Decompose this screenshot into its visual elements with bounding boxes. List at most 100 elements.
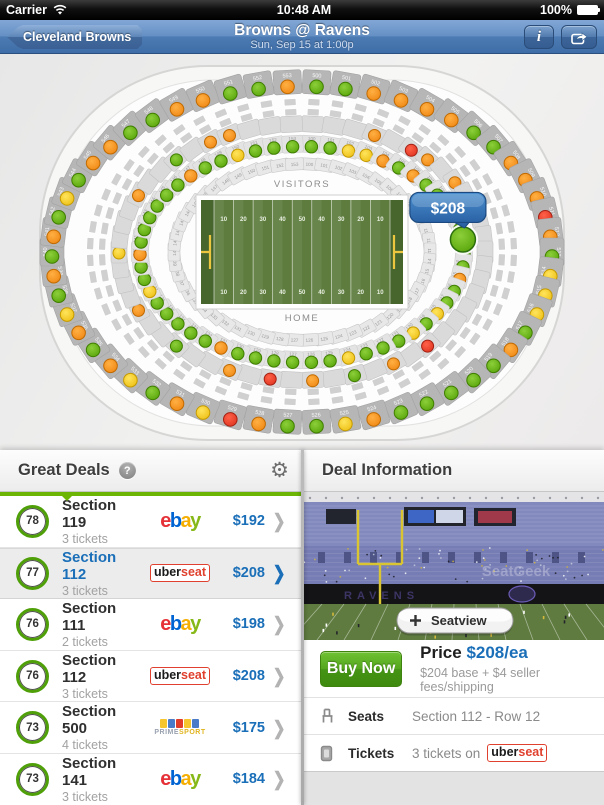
stadium-section[interactable] <box>279 370 304 389</box>
price-line: Price $208/ea <box>420 643 528 662</box>
deal-row[interactable]: 76 Section 111 2 tickets ebay $198 ❯ <box>0 599 301 651</box>
deal-price: $175 <box>232 719 265 736</box>
svg-text:105: 105 <box>374 177 383 186</box>
price-callout[interactable]: $208 <box>409 191 487 229</box>
svg-text:149: 149 <box>214 149 224 157</box>
svg-text:136: 136 <box>183 287 191 296</box>
svg-text:141: 141 <box>172 237 178 246</box>
stadium-section[interactable] <box>257 116 283 136</box>
svg-text:30: 30 <box>338 217 345 223</box>
stadium-section[interactable] <box>216 123 243 146</box>
svg-text:147: 147 <box>183 165 192 174</box>
selected-section-dot[interactable] <box>447 224 479 255</box>
svg-text:122: 122 <box>362 324 372 332</box>
stadium-map[interactable]: 500 501 502 503 504 505 506 507 508 509 510 511 512 5… <box>0 54 604 450</box>
panel-filler <box>304 771 604 805</box>
deal-price: $192 <box>232 513 265 530</box>
stadium-section[interactable]: 153 <box>281 134 304 154</box>
gear-icon[interactable]: ⚙ <box>270 459 289 482</box>
stadium-section[interactable]: 530 <box>185 392 221 425</box>
stadium-section[interactable]: 550 <box>185 79 221 112</box>
deal-row[interactable]: 73 Section 500 4 tickets PRIMESPORT $175 ❯ <box>0 702 301 754</box>
info-button[interactable]: i <box>524 25 554 49</box>
svg-text:133: 133 <box>209 312 218 321</box>
svg-text:518: 518 <box>501 337 511 348</box>
stadium-section[interactable]: 152 <box>262 135 286 156</box>
stadium-section[interactable]: 125 <box>318 348 342 369</box>
stadium-section[interactable]: 124 <box>336 344 361 367</box>
deal-section: Section 112 <box>62 548 117 583</box>
back-button[interactable]: Cleveland Browns <box>7 25 142 49</box>
svg-text:121: 121 <box>391 330 400 339</box>
svg-text:547: 547 <box>121 119 132 130</box>
stadium-section[interactable] <box>341 363 368 386</box>
svg-text:531: 531 <box>175 389 186 399</box>
stadium-section[interactable]: 552 <box>242 70 275 99</box>
svg-text:513: 513 <box>555 247 561 256</box>
svg-text:101: 101 <box>320 162 329 168</box>
price-sub: $204 base + $4 seller fees/shipping <box>420 666 540 694</box>
svg-text:126: 126 <box>307 352 315 357</box>
seatview-button[interactable]: Seatview <box>396 607 514 636</box>
stadium-section[interactable]: 527 <box>272 408 303 435</box>
stadium-section[interactable] <box>216 358 243 381</box>
deal-score-badge: 78 <box>16 504 49 538</box>
deal-row[interactable]: 77 Section 112 3 tickets uberseat $208 ❯ <box>0 547 301 600</box>
svg-text:530: 530 <box>200 398 211 407</box>
stadium-section[interactable]: 100 <box>300 134 323 154</box>
stadium-section[interactable] <box>321 368 347 388</box>
stadium-section[interactable] <box>197 129 224 154</box>
stadium-section[interactable]: 502 <box>357 73 391 105</box>
buy-now-button[interactable]: Buy Now <box>320 650 403 687</box>
svg-text:147: 147 <box>210 183 219 192</box>
deal-score-badge: 76 <box>16 607 49 641</box>
stadium-section[interactable]: 551 <box>213 73 247 105</box>
stadium-section[interactable]: 528 <box>242 405 275 434</box>
stadium-section[interactable]: 553 <box>272 69 303 96</box>
help-icon[interactable]: ? <box>118 462 136 479</box>
stadium-section[interactable]: 526 <box>301 408 332 435</box>
svg-text:505: 505 <box>449 106 460 116</box>
deal-row[interactable]: 78 Section 119 3 tickets ebay $192 ❯ <box>0 496 301 548</box>
svg-text:125: 125 <box>320 336 329 342</box>
stadium-section[interactable]: 501 <box>329 70 362 99</box>
svg-text:503: 503 <box>398 86 409 95</box>
stadium-section[interactable] <box>361 123 388 146</box>
stadium-section[interactable]: 522 <box>409 382 445 417</box>
stadium-section[interactable]: 529 <box>213 399 247 431</box>
stadium-section[interactable]: 153 <box>285 157 305 171</box>
svg-text:40: 40 <box>318 217 325 223</box>
primesport-logo: PRIMESPORT <box>154 719 205 736</box>
stadium-section[interactable]: 151 <box>243 137 268 160</box>
svg-text:40: 40 <box>279 217 286 223</box>
stadium-section[interactable] <box>300 115 325 134</box>
stadium-section[interactable]: 525 <box>329 405 362 434</box>
stadium-section[interactable]: 524 <box>357 399 391 431</box>
svg-text:149: 149 <box>234 172 244 180</box>
chevron-right-icon: ❯ <box>272 614 286 636</box>
stadium-section[interactable]: 127 <box>281 350 304 370</box>
share-button[interactable] <box>561 25 597 49</box>
deal-qty: 3 tickets <box>62 531 108 546</box>
stadium-section[interactable]: 503 <box>383 79 419 112</box>
ebay-logo: ebay <box>160 510 201 533</box>
svg-text:106: 106 <box>412 165 421 174</box>
uberseat-logo: uberseat <box>149 564 211 583</box>
svg-text:116: 116 <box>445 282 452 291</box>
stadium-section[interactable]: 523 <box>383 392 419 425</box>
svg-text:20: 20 <box>240 217 247 223</box>
svg-text:30: 30 <box>260 290 267 296</box>
svg-text:140: 140 <box>172 248 177 256</box>
svg-text:551: 551 <box>223 79 234 87</box>
stadium-section[interactable]: 500 <box>301 69 332 96</box>
stadium-section[interactable] <box>279 115 304 134</box>
deal-row[interactable]: 76 Section 112 3 tickets uberseat $208 ❯ <box>0 650 301 703</box>
svg-text:522: 522 <box>419 389 430 399</box>
stadium-section[interactable] <box>300 370 325 389</box>
stadium-section[interactable]: 521 <box>433 370 470 406</box>
deal-section: Section 500 <box>62 703 117 738</box>
deal-row[interactable]: 73 Section 141 3 tickets ebay $184 ❯ <box>0 753 301 805</box>
deal-score-badge: 73 <box>16 762 49 796</box>
svg-text:128: 128 <box>276 336 285 342</box>
svg-text:143: 143 <box>178 217 185 226</box>
